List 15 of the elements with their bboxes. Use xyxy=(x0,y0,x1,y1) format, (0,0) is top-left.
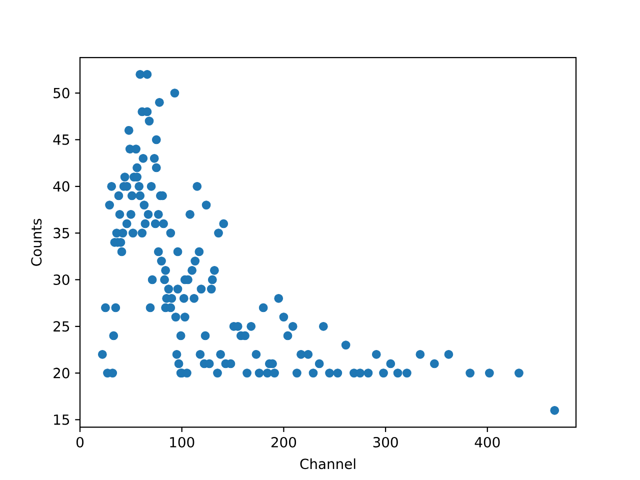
y-axis-title: Counts xyxy=(31,218,42,266)
x-tick-label: 300 xyxy=(373,436,398,448)
x-tick-label: 100 xyxy=(170,436,194,448)
y-tick-label: 40 xyxy=(53,181,70,192)
x-tick-label: 200 xyxy=(271,436,296,448)
x-axis-title: Channel xyxy=(300,458,356,470)
y-tick-label: 30 xyxy=(54,274,70,285)
x-tick-label: 400 xyxy=(474,436,500,448)
y-tick-label: 25 xyxy=(54,321,70,332)
y-tick-label: 35 xyxy=(54,228,70,238)
y-tick-label: 20 xyxy=(54,368,70,378)
x-tick-label: 0 xyxy=(76,436,84,448)
y-tick-label: 50 xyxy=(54,88,70,98)
y-tick-label: 45 xyxy=(53,134,70,145)
y-tick-label: 15 xyxy=(54,414,70,425)
